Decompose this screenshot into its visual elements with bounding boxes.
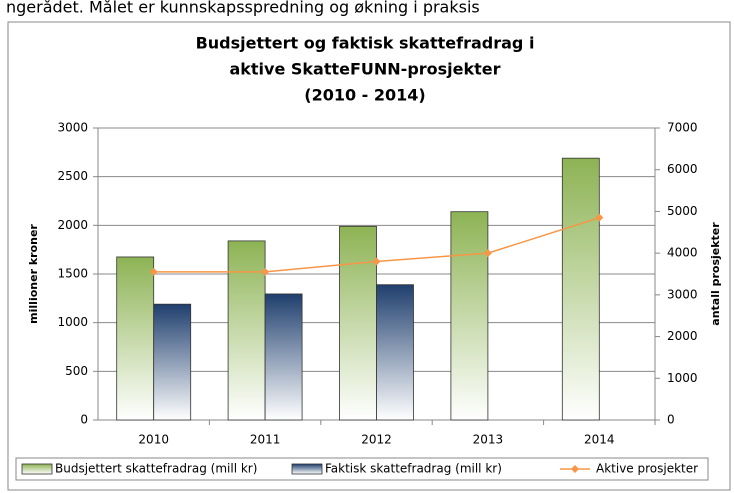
x-tick-label: 2010 xyxy=(138,433,169,447)
y-tick-label: 500 xyxy=(65,364,88,378)
y2-tick-label: 2000 xyxy=(667,329,698,343)
y-tick-label: 1500 xyxy=(57,267,88,281)
bar xyxy=(264,293,303,421)
x-tick-label: 2011 xyxy=(250,433,281,447)
x-tick-label: 2013 xyxy=(473,433,504,447)
legend-box xyxy=(15,457,709,481)
y2-tick-label: 3000 xyxy=(667,287,698,301)
y-tick-label: 3000 xyxy=(57,121,88,135)
chart-title: aktive SkatteFUNN-prosjekter xyxy=(229,60,500,79)
legend-swatch xyxy=(291,463,323,475)
bar xyxy=(116,256,155,421)
x-tick-label: 2014 xyxy=(584,433,615,447)
y2-axis-title: antall prosjekter xyxy=(709,222,722,326)
legend-label: Aktive prosjekter xyxy=(596,462,698,476)
line-marker xyxy=(149,267,158,276)
y2-tick-label: 5000 xyxy=(667,204,698,218)
bar xyxy=(376,284,414,421)
lead-text: ngerådet. Målet er kunnskapsspredning og… xyxy=(6,0,480,17)
legend-swatch xyxy=(21,463,53,475)
y-axis-title: millioner kroner xyxy=(27,224,40,324)
chart-title: (2010 - 2014) xyxy=(304,86,425,105)
y-tick-label: 2000 xyxy=(57,218,88,232)
y2-tick-label: 0 xyxy=(667,413,675,427)
line-marker xyxy=(261,267,270,276)
x-tick-label: 2012 xyxy=(361,433,392,447)
legend-swatch xyxy=(571,465,579,473)
y-tick-label: 0 xyxy=(80,413,88,427)
bar xyxy=(561,157,600,421)
y-tick-label: 2500 xyxy=(57,169,88,183)
bar xyxy=(153,303,192,421)
line-marker xyxy=(483,249,492,258)
y-tick-label: 1000 xyxy=(57,315,88,329)
chart-border xyxy=(7,21,731,491)
y2-tick-label: 1000 xyxy=(667,371,698,385)
y2-tick-label: 4000 xyxy=(667,246,698,260)
y2-tick-label: 7000 xyxy=(667,121,698,135)
bar xyxy=(450,211,489,421)
bar xyxy=(227,240,266,421)
bar xyxy=(339,225,377,421)
line-marker xyxy=(595,213,604,222)
chart-title: Budsjettert og faktisk skattefradrag i xyxy=(196,34,535,53)
legend-label: Faktisk skattefradrag (mill kr) xyxy=(325,462,502,476)
legend-label: Budsjettert skattefradrag (mill kr) xyxy=(55,462,257,476)
line-marker xyxy=(372,257,381,266)
y2-tick-label: 6000 xyxy=(667,162,698,176)
